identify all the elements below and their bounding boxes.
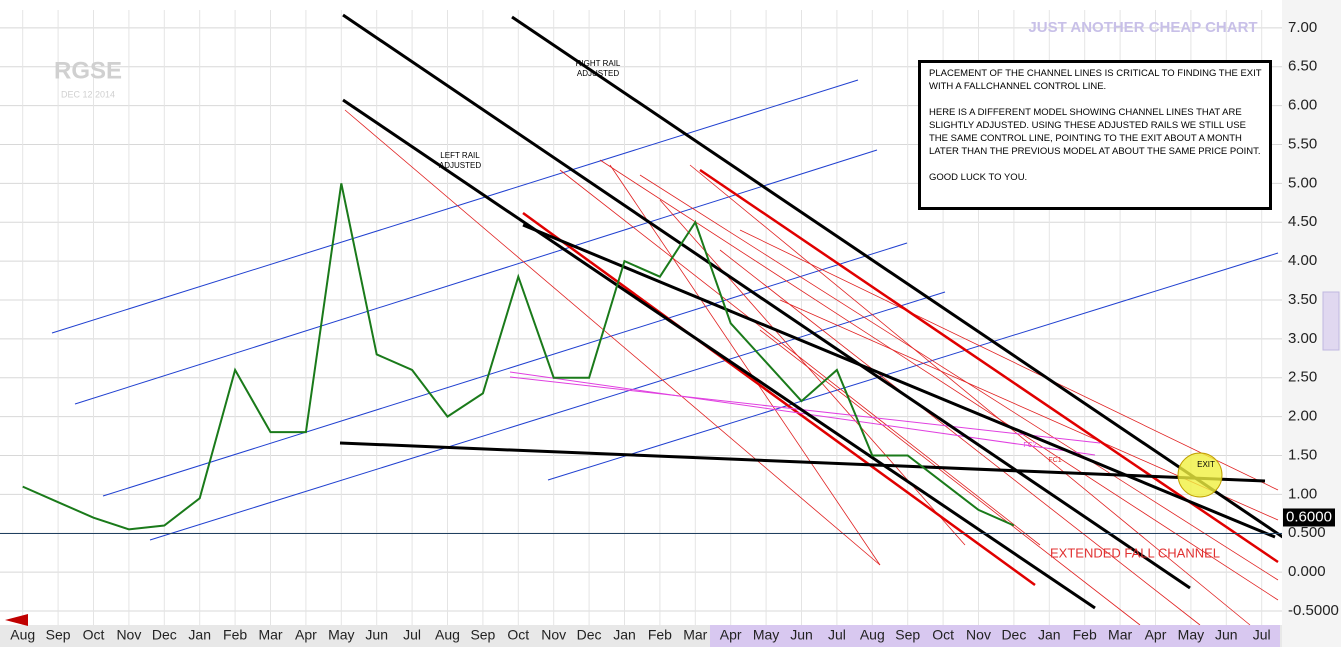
x-tick-label: Jul: [403, 627, 421, 643]
x-tick-label: Nov: [966, 627, 991, 643]
x-tick-label: Nov: [116, 627, 141, 643]
x-tick-label: Jul: [828, 627, 846, 643]
date: DEC 12 2014: [61, 89, 115, 99]
x-tick-label: Sep: [46, 627, 71, 643]
red-fall-lines: [344, 109, 1279, 626]
price-line: [22, 183, 1015, 531]
x-tick-label: Nov: [541, 627, 566, 643]
ticker: RGSE: [54, 57, 122, 84]
x-tick-label: Apr: [720, 627, 742, 643]
rail-label: RIGHT RAIL: [576, 59, 621, 68]
x-tick-label: Feb: [1073, 627, 1097, 643]
y-tick-label: 0.000: [1288, 563, 1326, 580]
rail-label: ADJUSTED: [439, 161, 481, 170]
x-tick-label: May: [328, 627, 354, 643]
y-tick-label: 4.00: [1288, 252, 1317, 269]
rail-label: LEFT RAIL: [440, 151, 480, 160]
x-tick-label: Jan: [1038, 627, 1061, 643]
grid: [0, 10, 1282, 625]
magenta-lines: [509, 371, 1101, 456]
y-tick-label: 0.500: [1288, 524, 1326, 541]
y-tick-label: 4.50: [1288, 213, 1317, 230]
x-tick-label: Aug: [860, 627, 885, 643]
blue-channel: [51, 79, 1279, 541]
x-tick-label: Apr: [1145, 627, 1167, 643]
x-tick-label: Mar: [1108, 627, 1132, 643]
x-tick-label: Oct: [932, 627, 954, 643]
x-tick-label: Jul: [1253, 627, 1271, 643]
x-tick-label: Feb: [648, 627, 672, 643]
note-paragraph: GOOD LUCK TO YOU.: [929, 172, 1028, 183]
x-tick-label: Jan: [188, 627, 211, 643]
x-tick-label: Oct: [507, 627, 529, 643]
x-tick-label: Dec: [152, 627, 177, 643]
scroll-left[interactable]: [5, 614, 28, 626]
y-tick-label: 6.00: [1288, 97, 1317, 114]
x-tick-label: Apr: [295, 627, 317, 643]
y-tick-label: 6.50: [1288, 58, 1317, 75]
chart-title: JUST ANOTHER CHEAP CHART: [1028, 19, 1257, 36]
note-paragraph: PLACEMENT OF THE CHANNEL LINES IS CRITIC…: [929, 68, 1262, 92]
exit-label: EXIT: [1197, 460, 1215, 469]
x-tick-label: Sep: [470, 627, 495, 643]
x-tick-label: Jan: [613, 627, 636, 643]
future-band: [710, 625, 1280, 647]
x-tick-label: Jun: [790, 627, 813, 643]
x-tick-label: Aug: [10, 627, 35, 643]
exit-marker: [1177, 452, 1223, 498]
note-paragraph: HERE IS A DIFFERENT MODEL SHOWING CHANNE…: [929, 107, 1261, 157]
y-tick-label: 3.00: [1288, 330, 1317, 347]
y-tick-label: 1.50: [1288, 446, 1317, 463]
y-tick-label: 2.00: [1288, 408, 1317, 425]
x-tick-label: Feb: [223, 627, 247, 643]
x-tick-label: Jun: [1215, 627, 1238, 643]
x-tick-label: Oct: [83, 627, 105, 643]
y-tick-label: 2.50: [1288, 369, 1317, 386]
rail-label: ADJUSTED: [577, 69, 619, 78]
x-tick-label: Dec: [577, 627, 602, 643]
y-tick-label: -0.5000: [1288, 602, 1339, 619]
y-tick-label: 5.00: [1288, 174, 1317, 191]
scrollbar[interactable]: [1322, 291, 1340, 351]
black-rails: [339, 13, 1306, 610]
x-tick-label: Sep: [895, 627, 920, 643]
x-tick-label: Mar: [683, 627, 707, 643]
x-tick-label: May: [1178, 627, 1204, 643]
x-tick-label: May: [753, 627, 779, 643]
y-tick-label: 7.00: [1288, 19, 1317, 36]
fall-channel-label: EXTENDED FALL CHANNEL: [1050, 545, 1220, 560]
x-tick-label: Jun: [365, 627, 388, 643]
note-box: PLACEMENT OF THE CHANNEL LINES IS CRITIC…: [918, 60, 1272, 210]
x-tick-label: Mar: [258, 627, 282, 643]
fc-label: FC1: [1048, 457, 1061, 464]
x-tick-label: Aug: [435, 627, 460, 643]
last-price-box: [1283, 508, 1335, 527]
fc-label: FC2: [1023, 442, 1036, 449]
y-tick-label: 3.50: [1288, 291, 1317, 308]
y-tick-label: 5.50: [1288, 135, 1317, 152]
x-tick-label: Dec: [1001, 627, 1026, 643]
y-tick-label: 1.00: [1288, 485, 1317, 502]
last-price-label: 0.6000: [1286, 508, 1332, 525]
